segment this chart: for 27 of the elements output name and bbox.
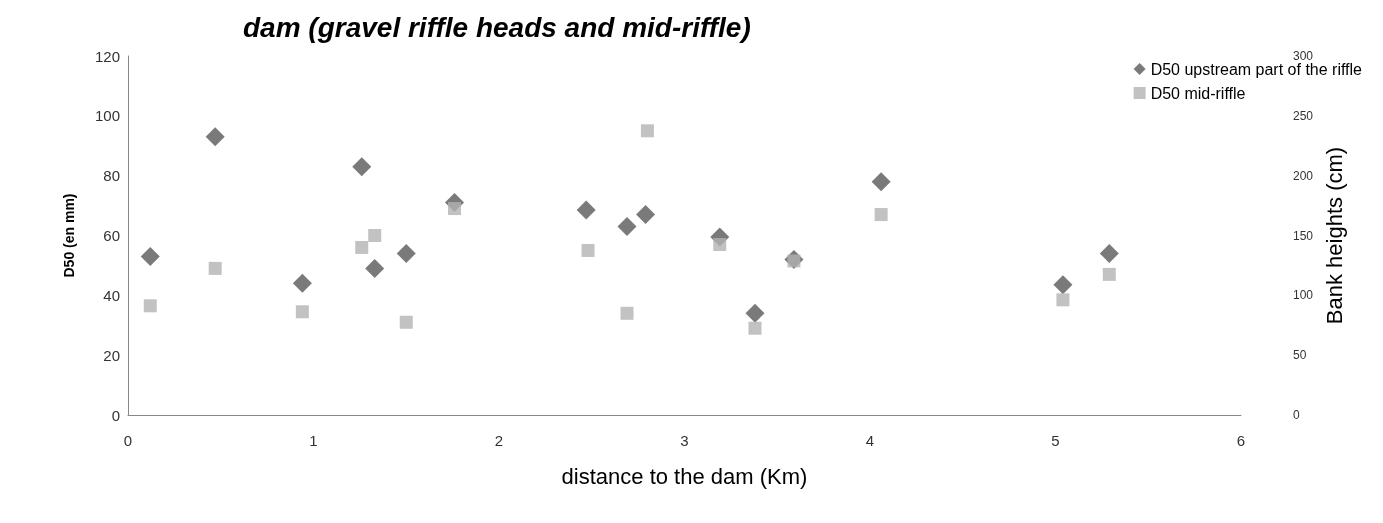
x-tick-label: 1 [309,432,318,449]
legend-label: D50 mid-riffle [1150,84,1246,102]
y-tick-label: 0 [111,406,120,424]
y2-tick-label: 50 [1293,348,1307,363]
y-tick-label: 120 [94,47,120,65]
y2-tick-label: 0 [1293,408,1300,422]
y2-tick-label: 150 [1293,228,1314,243]
x-axis-title: distance to the dam (Km) [561,463,808,489]
y-tick-label: 80 [103,167,120,185]
y2-tick-label: 250 [1293,108,1314,123]
y2-axis-title: Bank heights (cm) [1322,146,1348,325]
x-tick-label: 3 [680,432,689,449]
x-tick-label: 6 [1236,432,1246,449]
legend-label: D50 upstream part of the riffle [1150,60,1363,78]
y2-tick-label: 300 [1293,49,1314,63]
y-tick-label: 100 [94,107,120,125]
y-axis-title: D50 (en mm) [61,193,77,278]
y2-tick-label: 200 [1293,168,1314,183]
y-tick-label: 40 [103,286,120,304]
x-tick-label: 0 [123,432,133,449]
y2-tick-label: 100 [1293,288,1314,303]
x-tick-label: 4 [865,432,875,449]
y-tick-label: 60 [103,227,120,244]
x-tick-label: 5 [1051,432,1060,449]
y-tick-label: 20 [103,346,120,364]
x-tick-label: 2 [494,432,504,449]
chart-title: dam (gravel riffle heads and mid-riffle) [243,11,751,43]
